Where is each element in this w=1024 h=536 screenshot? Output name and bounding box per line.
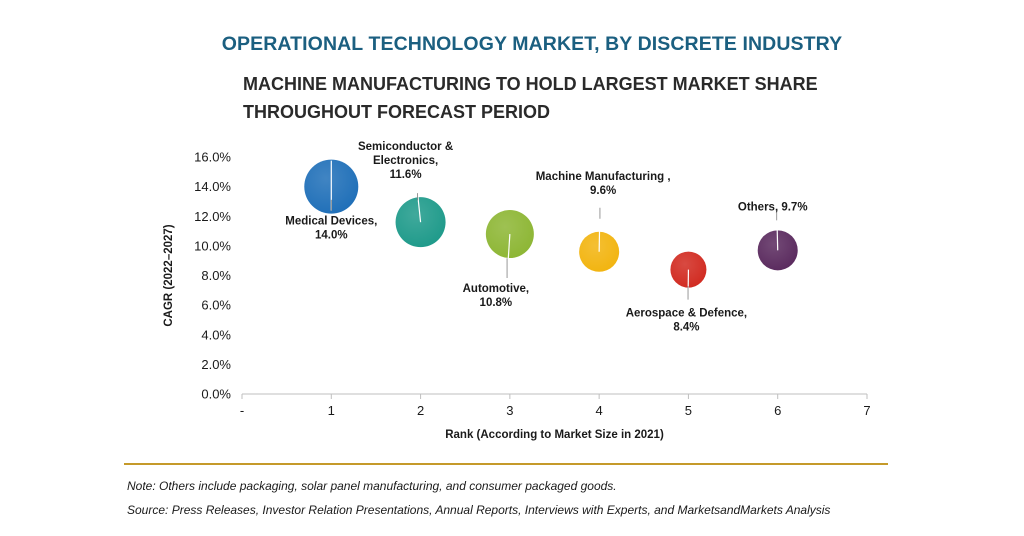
- y-tick-label: 0.0%: [201, 387, 231, 402]
- leader-line: [416, 193, 422, 223]
- x-tick-label: 4: [596, 403, 603, 418]
- y-tick-label: 8.0%: [201, 268, 231, 283]
- chart-subtitle: MACHINE MANUFACTURING TO HOLD LARGEST MA…: [243, 74, 818, 122]
- footer-divider: [124, 463, 888, 465]
- y-tick-label: 10.0%: [194, 238, 231, 253]
- y-tick-label: 4.0%: [201, 327, 231, 342]
- chart-data-labels: Medical Devices, 14.0% Semiconductor & Elec…: [285, 141, 807, 333]
- data-label: 14.0%: [315, 230, 348, 242]
- chart-bubbles: [304, 159, 798, 288]
- data-label: Others, 9.7%: [738, 201, 808, 213]
- data-label: Aerospace & Defence,: [626, 308, 747, 320]
- x-tick-label: 2: [417, 403, 424, 418]
- x-axis-title: Rank (According to Market Size in 2021): [445, 429, 664, 441]
- y-tick-label: 12.0%: [194, 209, 231, 224]
- x-tick-label: 7: [863, 403, 870, 418]
- y-tick-label: 2.0%: [201, 357, 231, 372]
- x-tick-label: -: [240, 403, 244, 418]
- x-tick-label: 5: [685, 403, 692, 418]
- x-tick-label: 3: [506, 403, 513, 418]
- footnote: Note: Others include packaging, solar pa…: [127, 479, 617, 493]
- data-label: Electronics,: [373, 155, 438, 167]
- bubble-point: [485, 210, 534, 259]
- data-label: Semiconductor &: [358, 141, 453, 153]
- data-label: Automotive,: [463, 283, 529, 295]
- data-label: 8.4%: [673, 322, 699, 334]
- leader-line: [506, 233, 511, 279]
- y-tick-label: 16.0%: [194, 150, 231, 165]
- source-note: Source: Press Releases, Investor Relatio…: [127, 503, 831, 517]
- chart-axes: 0.0% 2.0% 4.0% 6.0% 8.0% 10.0% 12.0% 14.0% 16.0%…: [163, 150, 871, 442]
- data-label: 11.6%: [390, 169, 422, 181]
- x-tick-label: 1: [328, 403, 335, 418]
- y-axis-title: CAGR (2022–2027): [163, 224, 175, 326]
- data-label: 10.8%: [480, 297, 513, 309]
- data-label: 9.6%: [590, 185, 616, 197]
- chart-title: OPERATIONAL TECHNOLOGY MARKET, BY DISCRE…: [221, 33, 843, 55]
- data-label: Medical Devices,: [285, 216, 377, 228]
- y-tick-label: 14.0%: [194, 179, 231, 194]
- data-label: Machine Manufacturing ,: [536, 171, 671, 183]
- bubble-chart: 0.0% 2.0% 4.0% 6.0% 8.0% 10.0% 12.0% 14.0% 16.0%…: [163, 141, 871, 442]
- y-tick-label: 6.0%: [201, 298, 231, 313]
- x-tick-label: 6: [774, 403, 781, 418]
